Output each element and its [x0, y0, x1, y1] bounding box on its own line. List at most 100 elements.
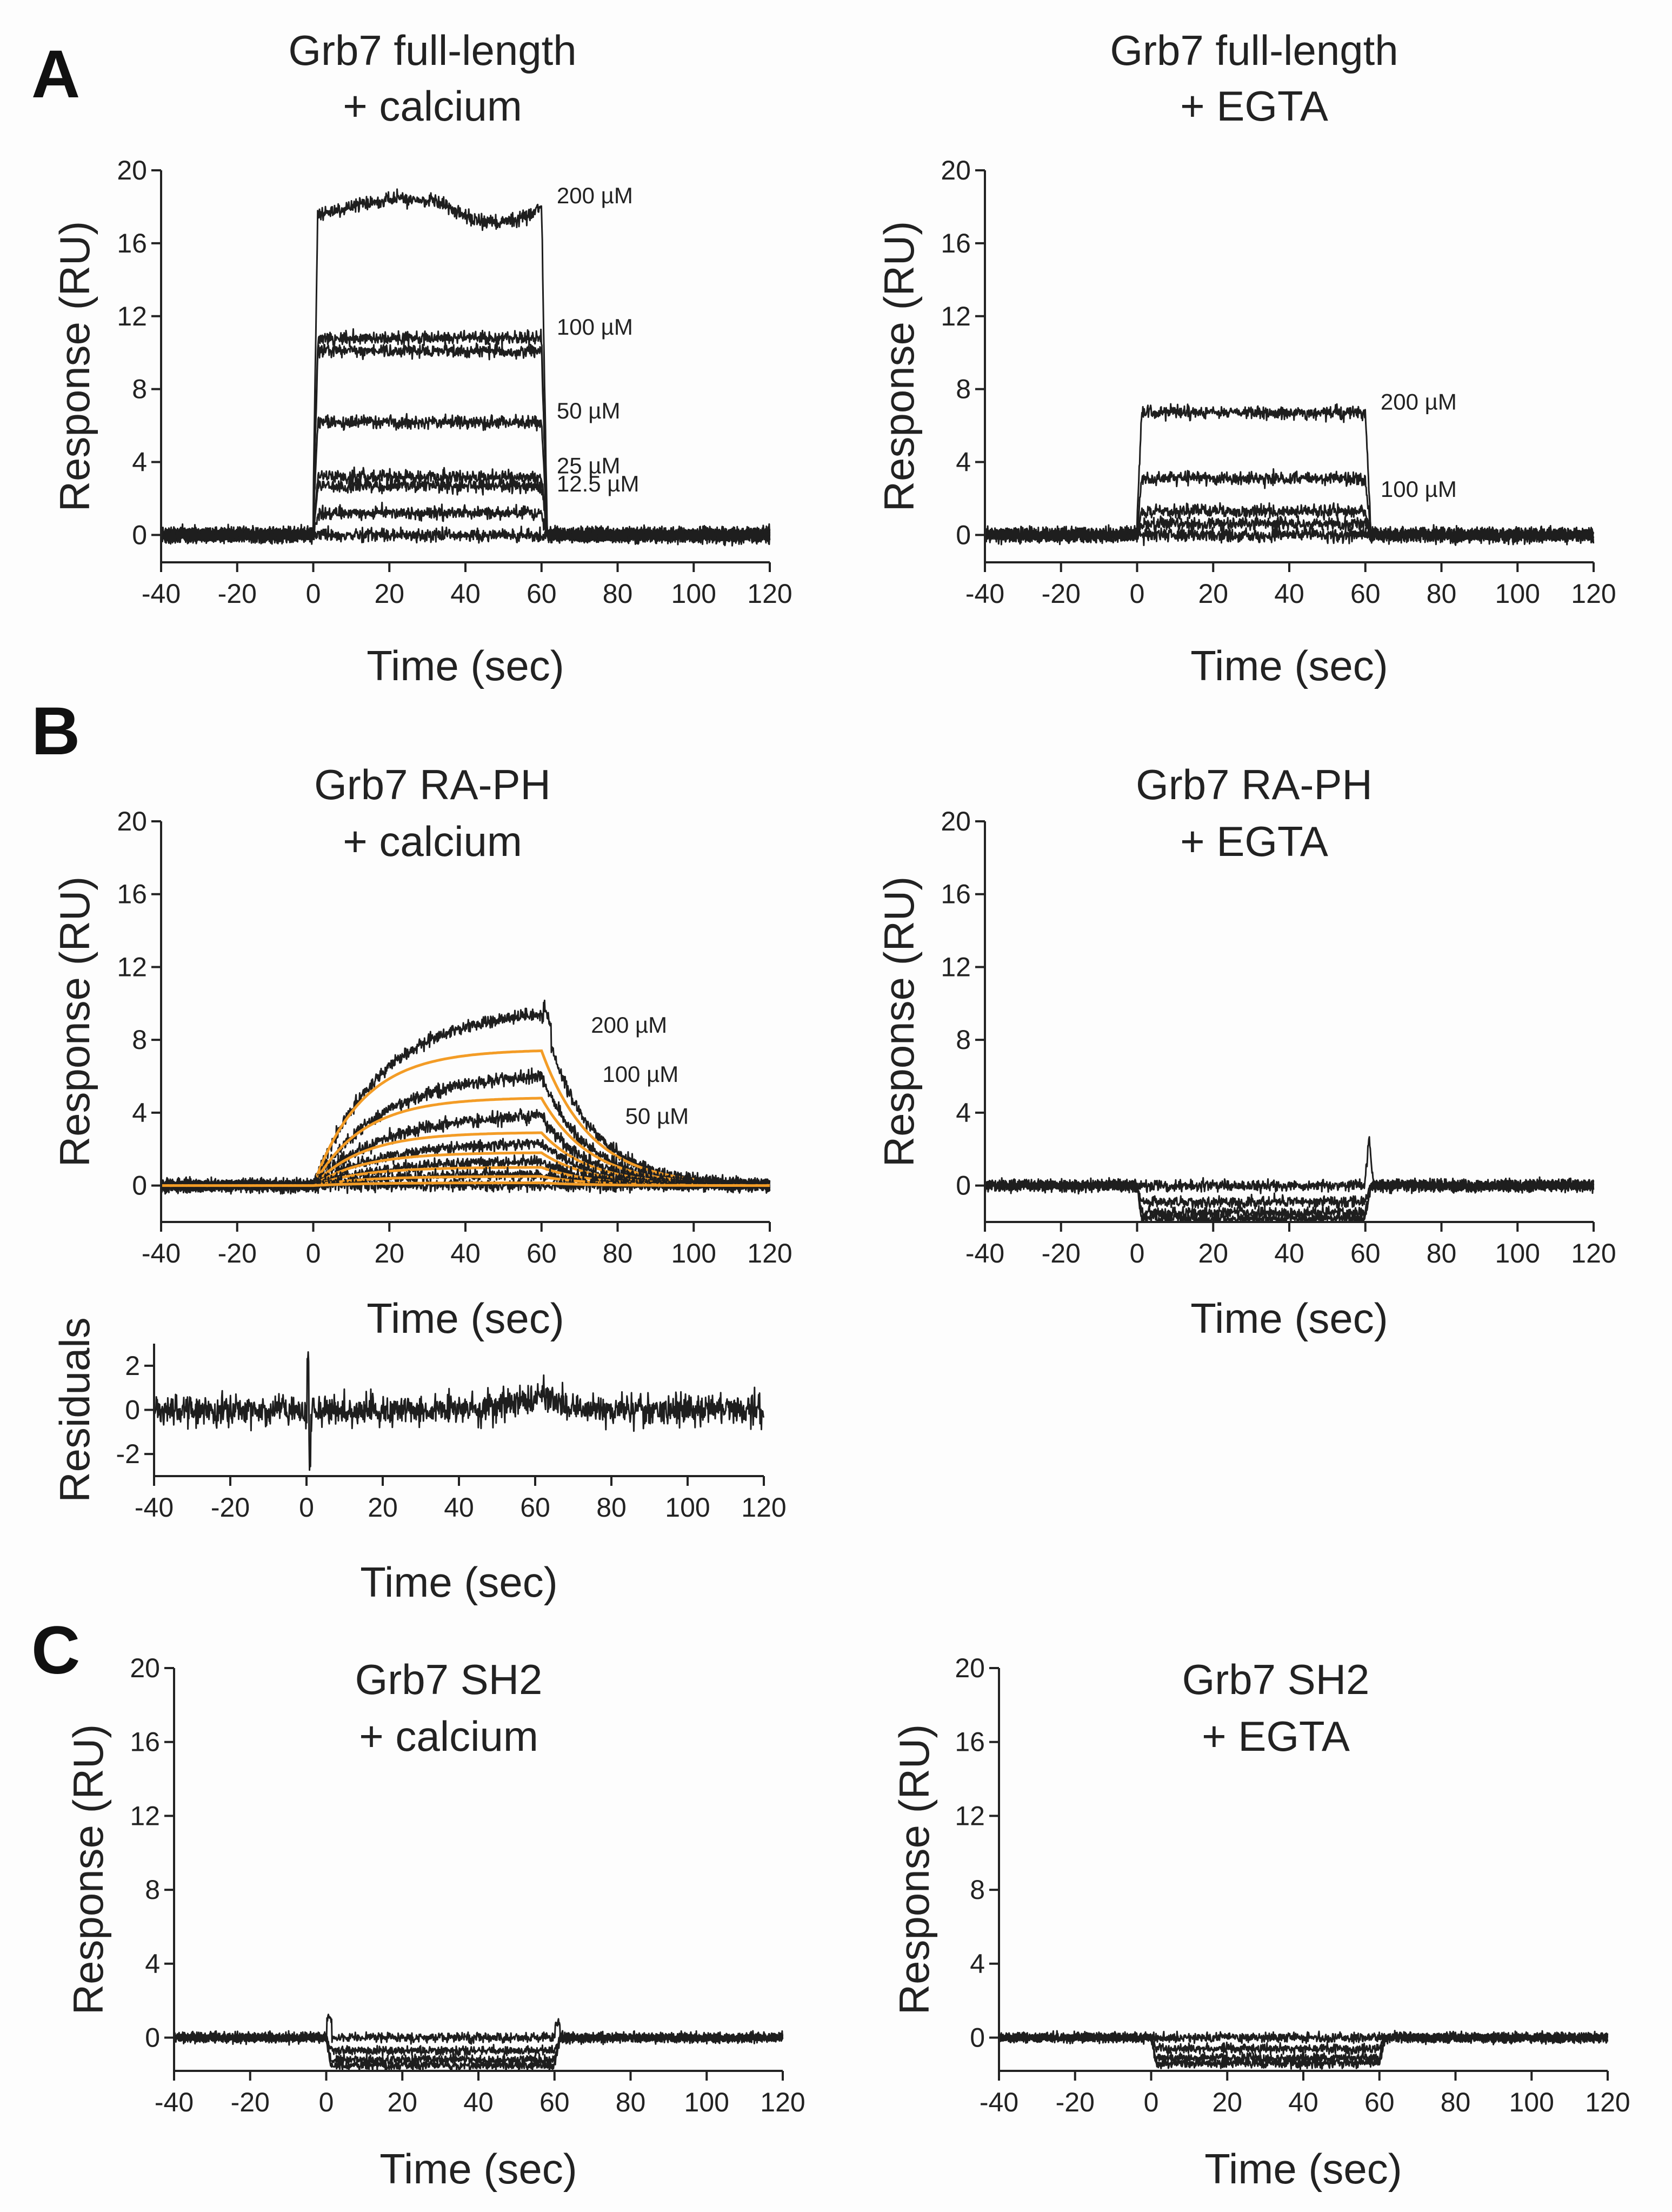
x-tick-label: 100 [1495, 1238, 1540, 1268]
sensorgram-trace [1000, 2030, 1608, 2070]
y-tick-label: 0 [145, 2022, 160, 2052]
x-tick-label: 60 [539, 2087, 570, 2117]
x-tick-label: 0 [1130, 1238, 1145, 1268]
x-tick-label: 40 [1288, 2087, 1318, 2117]
panel-letter-a: A [31, 37, 80, 112]
chart-title-line1: Grb7 SH2 [1182, 1656, 1370, 1703]
y-tick-label: 4 [956, 447, 971, 477]
y-axis-label: Response (RU) [64, 1724, 112, 2015]
y-tick-label: 0 [956, 520, 971, 550]
trace-group [1000, 2030, 1609, 2070]
x-tick-label: 60 [527, 1238, 557, 1268]
concentration-label: 100 µM [557, 314, 633, 340]
y-tick-label: 12 [941, 952, 971, 982]
x-axis-label: Time (sec) [379, 2145, 577, 2193]
x-tick-label: 40 [444, 1492, 474, 1523]
y-tick-label: 0 [125, 1395, 140, 1425]
x-axis-label: Time (sec) [1190, 1294, 1388, 1342]
sensorgram-trace [162, 1177, 771, 1194]
chart-b-egta: Grb7 RA-PH + EGTA -40 -20 0 20 40 60 80 100 120 0 4 8… [875, 761, 1616, 1342]
x-tick-label: 100 [1495, 579, 1540, 609]
trace-group [986, 1136, 1595, 1221]
x-tick-label: 120 [747, 579, 792, 609]
trace-group [175, 2014, 784, 2070]
y-tick-label: 16 [117, 228, 147, 258]
x-tick-label: 120 [1571, 1238, 1616, 1268]
y-tick-label: 0 [956, 1171, 971, 1201]
x-tick-label: -20 [218, 1238, 257, 1268]
y-tick-label: 16 [130, 1727, 160, 1757]
y-tick-label: 8 [970, 1875, 985, 1905]
concentration-label: 100 µM [1381, 476, 1457, 502]
y-tick-label: -2 [116, 1439, 140, 1469]
y-tick-label: 2 [125, 1351, 140, 1381]
x-tick-label: -40 [135, 1492, 174, 1523]
chart-title-line1: Grb7 SH2 [355, 1656, 543, 1703]
chart-a-egta: Grb7 full-length+ EGTA-40 -20 0 20 40 60 80 100… [875, 26, 1616, 689]
chart-title-line1: Grb7 RA-PH [1136, 761, 1373, 808]
x-axis-label: Time (sec) [360, 1558, 557, 1606]
y-tick-label: 0 [132, 520, 147, 550]
x-tick-label: 80 [1427, 579, 1457, 609]
y-tick-label: 20 [117, 806, 147, 836]
x-tick-label: 60 [520, 1492, 550, 1523]
x-axis-label: Time (sec) [367, 642, 564, 689]
x-tick-label: 100 [671, 1238, 716, 1268]
x-tick-label: -40 [980, 2087, 1018, 2117]
x-tick-label: 20 [374, 579, 404, 609]
chart-title-line2: + calcium [343, 818, 522, 865]
y-tick-label: 8 [145, 1875, 160, 1905]
y-tick-label: 20 [955, 1653, 985, 1683]
sensorgram-trace [175, 2030, 784, 2067]
x-tick-label: 0 [299, 1492, 314, 1523]
y-tick-label: 16 [955, 1727, 985, 1757]
x-tick-label: 40 [450, 579, 481, 609]
y-tick-label: 20 [941, 155, 971, 185]
chart-c-calcium: Grb7 SH2 + calcium -40 -20 0 20 40 60 80 100 120 0 4… [64, 1653, 805, 2193]
x-tick-label: -20 [1042, 1238, 1081, 1268]
x-tick-label: 60 [1350, 579, 1381, 609]
y-axis-label: Response (RU) [890, 1724, 938, 2015]
y-tick-label: 8 [132, 374, 147, 404]
x-tick-label: 100 [1509, 2087, 1554, 2117]
y-tick-label: 20 [130, 1653, 160, 1683]
x-tick-label: 100 [671, 579, 716, 609]
y-tick-label: 4 [145, 1949, 160, 1979]
concentration-label: 200 µM [591, 1012, 667, 1038]
chart-title-line1: Grb7 RA-PH [314, 761, 551, 808]
x-tick-label: 0 [1144, 2087, 1159, 2117]
trace-group [162, 999, 771, 1195]
x-tick-label: 120 [760, 2087, 805, 2117]
x-tick-label: 0 [306, 1238, 321, 1268]
x-tick-label: 60 [1350, 1238, 1381, 1268]
x-tick-label: 40 [1274, 1238, 1304, 1268]
chart-title-line2: + EGTA [1180, 82, 1328, 130]
x-tick-label: 40 [1274, 579, 1304, 609]
y-tick-label: 20 [117, 155, 147, 185]
chart-title-line2: + EGTA [1180, 818, 1328, 865]
y-tick-label: 16 [941, 228, 971, 258]
fit-curve [162, 1181, 770, 1187]
y-tick-label: 16 [117, 879, 147, 909]
sensorgram-trace [175, 2030, 784, 2070]
x-tick-label: 0 [319, 2087, 334, 2117]
y-tick-label: 12 [117, 301, 147, 331]
y-axis-label: Residuals [51, 1317, 98, 1503]
x-tick-label: -40 [142, 1238, 181, 1268]
x-tick-label: -20 [231, 2087, 270, 2117]
chart-title-line1: Grb7 full-length [288, 26, 576, 74]
sensorgram-trace [986, 1177, 1595, 1221]
x-tick-label: -20 [218, 579, 257, 609]
y-tick-label: 12 [941, 301, 971, 331]
y-tick-label: 8 [956, 374, 971, 404]
concentration-label: 12.5 µM [557, 471, 640, 496]
sensorgram-trace [155, 1351, 765, 1471]
x-tick-label: 60 [1364, 2087, 1395, 2117]
x-tick-label: -20 [1056, 2087, 1095, 2117]
chart-title-line2: + calcium [359, 1712, 538, 1760]
x-tick-label: 20 [374, 1238, 404, 1268]
x-tick-label: 100 [665, 1492, 710, 1523]
x-axis-label: Time (sec) [367, 1294, 564, 1342]
x-tick-label: 100 [684, 2087, 729, 2117]
